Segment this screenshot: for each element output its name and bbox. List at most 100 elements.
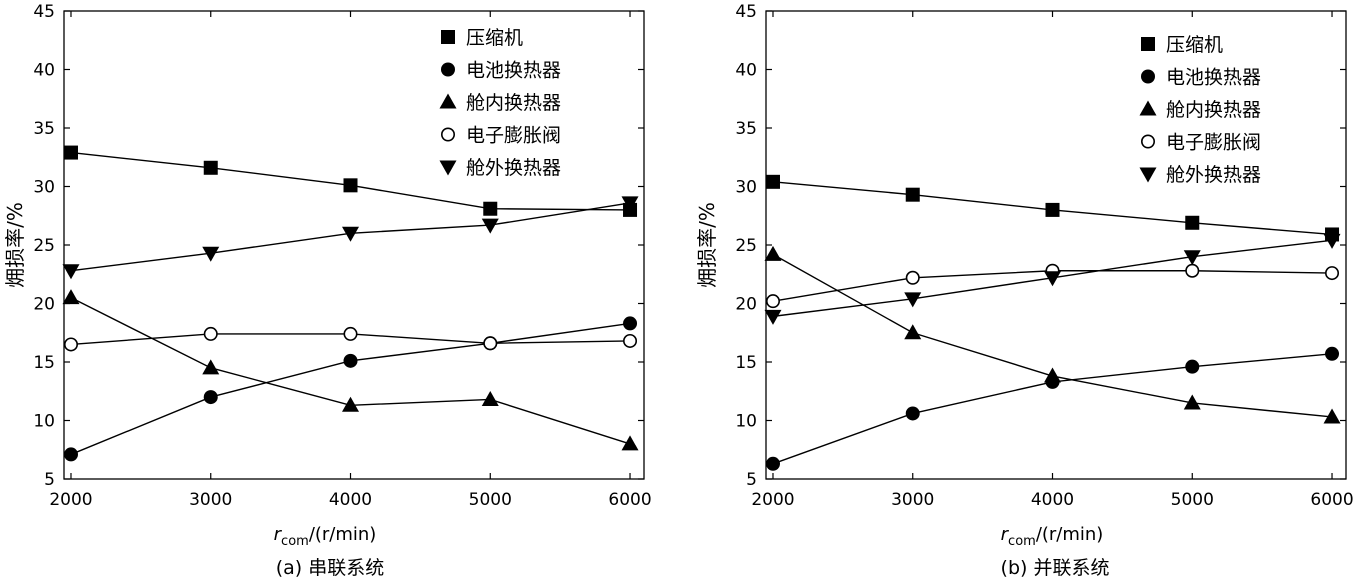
data-point <box>764 245 782 261</box>
y-tick-label: 15 <box>735 353 757 373</box>
y-axis-label: 㶲损率/% <box>3 202 27 288</box>
data-point <box>904 324 922 340</box>
x-axis-label: rcom/(r/min) <box>274 524 377 549</box>
data-point <box>343 353 358 368</box>
legend-label: 电子膨胀阀 <box>466 125 561 147</box>
data-point <box>203 390 218 405</box>
data-point <box>1323 408 1341 424</box>
legend-label: 电池换热器 <box>1166 67 1261 89</box>
data-point <box>1044 271 1062 287</box>
data-point <box>1325 266 1340 281</box>
series-2 <box>764 245 1341 424</box>
data-point <box>1185 359 1200 374</box>
data-point <box>202 359 220 375</box>
legend-label: 压缩机 <box>466 27 523 49</box>
chart-panel-b: 5 10 15 20 25 30 35 40 45 2000 3000 4000 5000 6000 压缩机… <box>695 2 1354 579</box>
y-tick-label: 45 <box>33 2 55 22</box>
legend-marker <box>441 30 455 44</box>
y-tick-label: 40 <box>735 61 757 81</box>
legend-marker <box>1139 167 1157 183</box>
data-point <box>621 435 639 451</box>
data-point <box>1325 346 1340 361</box>
x-tick-label: 2000 <box>49 490 92 510</box>
data-point <box>765 294 780 309</box>
x-tick-label: 3000 <box>891 490 934 510</box>
x-tick-label: 6000 <box>608 490 651 510</box>
data-point <box>1044 367 1062 383</box>
legend-marker <box>1141 134 1156 149</box>
series-line <box>70 322 631 456</box>
legend-marker <box>1141 69 1155 84</box>
series-0 <box>63 145 638 217</box>
data-point <box>623 316 638 331</box>
data-point <box>63 447 78 462</box>
y-tick-label: 25 <box>735 236 757 256</box>
data-point <box>765 456 780 471</box>
data-point <box>905 187 920 202</box>
data-point <box>63 337 78 352</box>
data-point <box>1183 394 1201 410</box>
legend-marker <box>1139 100 1157 116</box>
legend-label: 舱外换热器 <box>1166 164 1261 186</box>
legend-marker <box>439 93 457 109</box>
x-axis-label-unit: /(r/min) <box>309 524 377 545</box>
series-2 <box>62 289 639 451</box>
legend-label: 电子膨胀阀 <box>1166 132 1261 154</box>
data-point <box>905 270 920 285</box>
y-axis-label: 㶲损率/% <box>695 202 719 288</box>
data-point <box>1183 250 1201 266</box>
y-tick-label: 30 <box>33 178 55 198</box>
data-point <box>343 326 358 341</box>
legend-label: 电池换热器 <box>466 60 561 82</box>
legend-label: 舱内换热器 <box>466 92 561 114</box>
chart-panel-a: 5 10 15 20 25 30 35 40 45 2000 3000 4000 5000 6000 压缩机… <box>3 2 652 579</box>
data-point <box>483 336 498 351</box>
x-tick-label: 5000 <box>1171 490 1214 510</box>
panel-caption: (a) 串联系统 <box>276 557 385 579</box>
series-line <box>70 297 631 445</box>
legend-marker <box>1141 37 1155 51</box>
legend-marker <box>441 62 455 77</box>
data-point <box>764 309 782 325</box>
data-point <box>904 292 922 308</box>
x-axis-label: rcom/(r/min) <box>1001 524 1104 549</box>
data-point <box>203 326 218 341</box>
series-3 <box>765 263 1340 309</box>
x-axis-label-var: r <box>1001 524 1010 545</box>
y-tick-label: 40 <box>33 61 55 81</box>
legend-marker <box>440 127 455 142</box>
x-tick-label: 6000 <box>1310 490 1353 510</box>
legend-label: 舱外换热器 <box>466 157 561 179</box>
y-tick-label: 20 <box>33 295 55 315</box>
data-point <box>1185 215 1200 230</box>
x-axis-label-sub: com <box>281 534 309 549</box>
x-tick-label: 4000 <box>1031 490 1074 510</box>
data-point <box>342 396 360 412</box>
x-tick-label: 5000 <box>469 490 512 510</box>
x-axis-label-var: r <box>274 524 283 545</box>
y-tick-label: 25 <box>33 236 55 256</box>
legend-label: 舱内换热器 <box>1166 99 1261 121</box>
y-tick-label: 10 <box>33 412 55 432</box>
series-4 <box>62 196 639 280</box>
data-point <box>623 333 638 348</box>
data-point <box>1323 233 1341 249</box>
y-tick-label: 30 <box>735 178 757 198</box>
data-point <box>483 201 498 216</box>
data-point <box>203 160 218 175</box>
panel-caption: (b) 并联系统 <box>1001 557 1110 579</box>
series-3 <box>63 326 638 352</box>
x-axis-label-sub: com <box>1008 534 1036 549</box>
data-point <box>765 174 780 189</box>
data-point <box>202 246 220 262</box>
series-4 <box>764 233 1341 325</box>
data-point <box>62 264 80 280</box>
data-point <box>905 406 920 421</box>
legend-label: 压缩机 <box>1166 34 1223 56</box>
x-tick-label: 2000 <box>751 490 794 510</box>
y-tick-label: 5 <box>44 470 55 490</box>
data-point <box>62 289 80 305</box>
x-axis-label-unit: /(r/min) <box>1036 524 1104 545</box>
